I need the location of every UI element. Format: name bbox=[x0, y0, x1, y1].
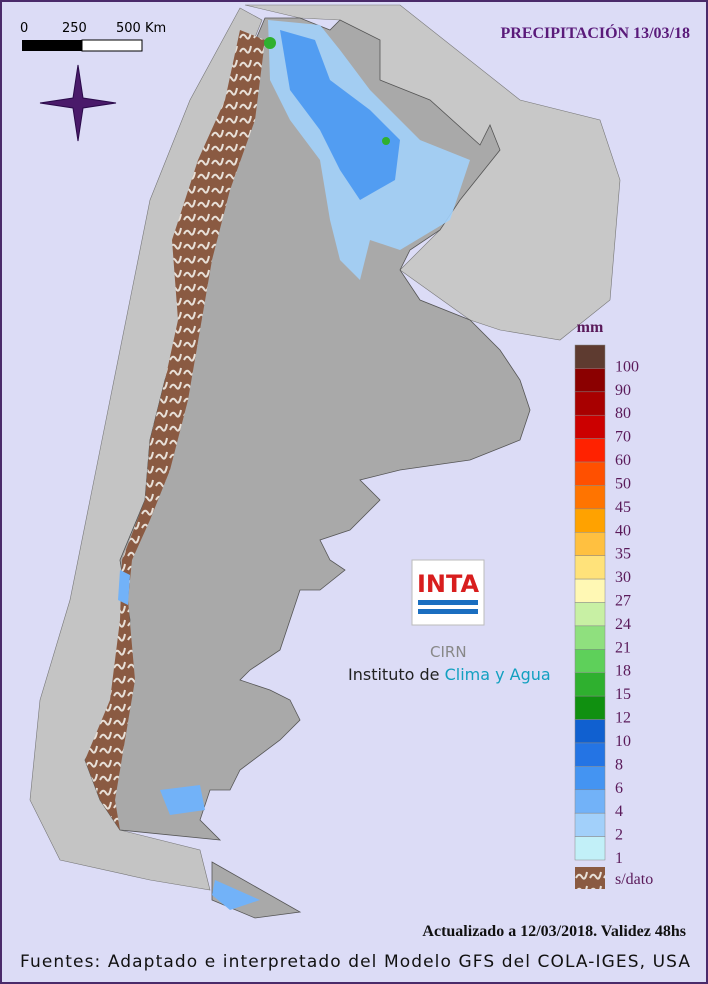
legend-swatch bbox=[574, 555, 606, 580]
no-data-area bbox=[85, 30, 265, 830]
legend-swatch bbox=[574, 695, 606, 720]
scale-label: 250 bbox=[62, 21, 87, 36]
legend-swatch bbox=[574, 836, 606, 861]
logo-stripe bbox=[418, 609, 478, 614]
legend-swatch bbox=[574, 789, 606, 814]
legend-label: 35 bbox=[615, 546, 631, 563]
legend-label: 6 bbox=[615, 780, 623, 797]
legend-swatch bbox=[574, 719, 606, 744]
legend-swatch bbox=[574, 485, 606, 510]
legend-swatch bbox=[574, 672, 606, 697]
legend-swatch bbox=[574, 461, 606, 486]
legend-swatch bbox=[574, 742, 606, 767]
legend-unit: mm bbox=[577, 319, 604, 336]
legend-label: 27 bbox=[615, 593, 631, 610]
legend-swatch bbox=[574, 368, 606, 393]
institute-name: Clima y Agua bbox=[445, 665, 551, 684]
legend-swatch bbox=[574, 625, 606, 650]
legend-label: 8 bbox=[615, 756, 623, 773]
update-note: Actualizado a 12/03/2018. Validez 48hs bbox=[422, 923, 686, 940]
rain-area bbox=[264, 37, 276, 49]
legend-label: 60 bbox=[615, 452, 631, 469]
legend-label: 4 bbox=[615, 803, 623, 820]
legend-no-data-label: s/dato bbox=[615, 871, 653, 888]
legend-label: 2 bbox=[615, 827, 623, 844]
legend-swatch bbox=[574, 438, 606, 463]
legend-swatch bbox=[574, 344, 606, 369]
rain-area bbox=[280, 30, 400, 200]
legend-swatch bbox=[574, 602, 606, 627]
legend-label: 80 bbox=[615, 405, 631, 422]
legend-swatch bbox=[574, 508, 606, 533]
legend-label: 45 bbox=[615, 499, 631, 516]
compass-rose bbox=[39, 64, 117, 142]
legend-label: 12 bbox=[615, 710, 631, 727]
legend-label: 50 bbox=[615, 475, 631, 492]
rain-area bbox=[160, 785, 205, 815]
scale-bar bbox=[22, 40, 82, 51]
scale-label: 0 bbox=[20, 21, 28, 36]
rain-area bbox=[118, 570, 130, 605]
legend-swatch bbox=[574, 578, 606, 603]
legend-swatch bbox=[574, 766, 606, 791]
legend-label: 70 bbox=[615, 429, 631, 446]
rain-area bbox=[382, 137, 390, 145]
legend: mm s/dato 100908070605045403530272421181… bbox=[574, 319, 653, 889]
legend-label: 40 bbox=[615, 522, 631, 539]
legend-label: 1 bbox=[615, 850, 623, 867]
scale-bar bbox=[81, 39, 143, 52]
logo-institute: Instituto de Clima y Agua bbox=[348, 665, 551, 684]
map-title: PRECIPITACIÓN 13/03/18 bbox=[501, 23, 691, 42]
legend-label: 15 bbox=[615, 686, 631, 703]
legend-swatch bbox=[574, 414, 606, 439]
logo-box bbox=[411, 559, 485, 626]
institute-prefix: Instituto de bbox=[348, 665, 439, 684]
legend-swatch bbox=[574, 649, 606, 673]
legend-label: 90 bbox=[615, 382, 631, 399]
legend-label: 18 bbox=[615, 663, 631, 680]
rain-area bbox=[212, 880, 260, 910]
legend-label: 24 bbox=[615, 616, 631, 633]
legend-swatch bbox=[574, 532, 606, 556]
logo-stripe bbox=[418, 600, 478, 605]
legend-swatch bbox=[574, 391, 606, 416]
legend-label: 100 bbox=[615, 358, 639, 375]
legend-label: 21 bbox=[615, 639, 631, 656]
scale-label: 500 Km bbox=[116, 21, 166, 36]
logo-unit: CIRN bbox=[430, 643, 467, 661]
sources-note: Fuentes: Adaptado e interpretado del Mod… bbox=[20, 952, 690, 972]
legend-label: 30 bbox=[615, 569, 631, 586]
legend-label: 10 bbox=[615, 733, 631, 750]
logo-brand: INTA bbox=[417, 570, 480, 598]
legend-swatch bbox=[574, 812, 606, 837]
legend-no-data-swatch bbox=[575, 867, 605, 889]
